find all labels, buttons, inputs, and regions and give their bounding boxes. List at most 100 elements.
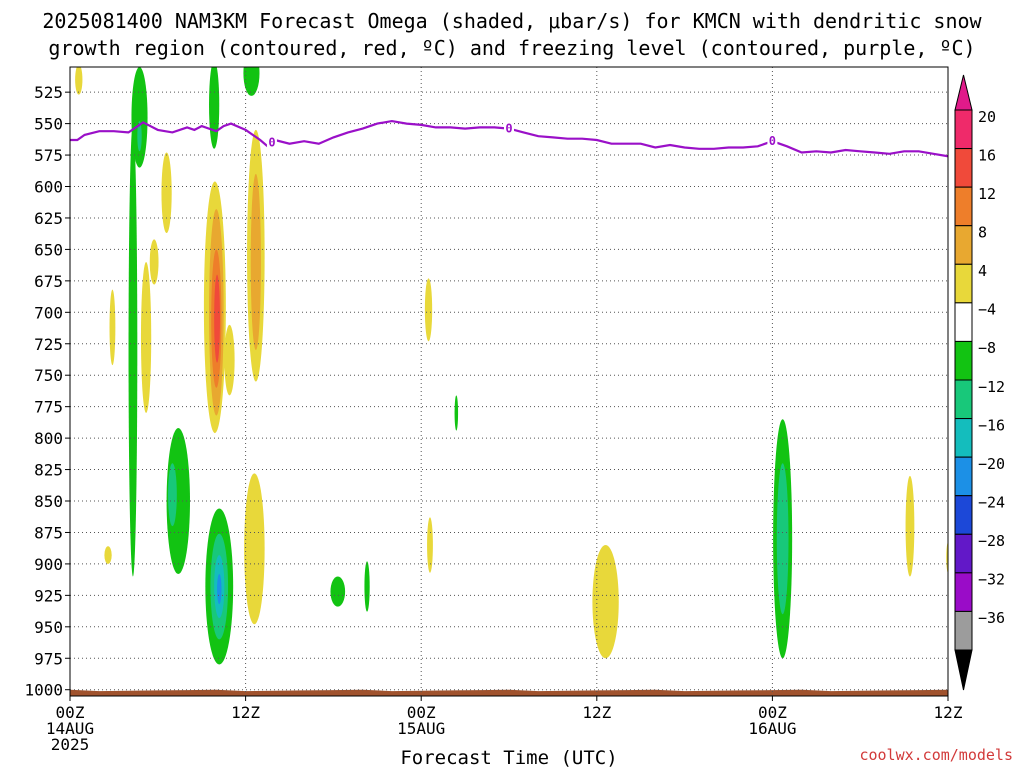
x-tick-label-24-0: 00Z xyxy=(407,703,436,722)
omega-shade-32 xyxy=(776,463,789,615)
colorbar-swatch-6 xyxy=(954,340,973,381)
colorbar-bottom-arrow xyxy=(954,649,973,691)
colorbar-swatch-4 xyxy=(954,263,973,304)
colorbar-label-2: 12 xyxy=(978,185,996,203)
colorbar-label-10: −24 xyxy=(978,494,1005,512)
omega-shade-10 xyxy=(168,463,177,527)
plot-background xyxy=(70,67,948,696)
colorbar-swatch-9 xyxy=(954,456,973,497)
colorbar-swatch-13 xyxy=(954,610,973,651)
omega-shade-22 xyxy=(250,173,261,351)
colorbar-label-5: −4 xyxy=(978,301,996,319)
omega-shade-3 xyxy=(128,123,138,577)
chart-title-line-1: 2025081400 NAM3KM Forecast Omega (shaded… xyxy=(42,9,982,33)
omega-shade-20 xyxy=(217,573,222,605)
x-tick-label-0-2: 2025 xyxy=(51,735,90,754)
y-tick-label-525: 525 xyxy=(34,83,63,102)
colorbar-label-13: −36 xyxy=(978,609,1005,627)
x-tick-label-48-0: 00Z xyxy=(758,703,787,722)
y-tick-label-925: 925 xyxy=(34,586,63,605)
plot-frame xyxy=(69,66,949,697)
y-tick-label-950: 950 xyxy=(34,618,63,637)
freezing-level-label-1: 0 xyxy=(505,122,512,136)
freezing-level-label-bg-0 xyxy=(266,135,277,150)
y-tick-label-850: 850 xyxy=(34,492,63,511)
x-tick-label-60-0: 12Z xyxy=(934,703,963,722)
colorbar-label-9: −20 xyxy=(978,455,1005,473)
y-tick-label-750: 750 xyxy=(34,366,63,385)
omega-shade-8 xyxy=(161,152,172,234)
omega-shade-25 xyxy=(330,576,346,607)
y-tick-label-800: 800 xyxy=(34,429,63,448)
omega-shade-29 xyxy=(454,395,459,431)
omega-shade-26 xyxy=(364,561,370,612)
y-tick-label-975: 975 xyxy=(34,649,63,668)
omega-shade-16 xyxy=(209,67,220,149)
colorbar-swatch-8 xyxy=(954,418,973,458)
y-tick-label-775: 775 xyxy=(34,398,63,417)
x-tick-label-48-1: 16AUG xyxy=(748,719,796,738)
colorbar-label-12: −32 xyxy=(978,571,1005,589)
plot-area: 0 0 0 xyxy=(69,66,949,697)
colorbar-label-7: −12 xyxy=(978,378,1005,396)
omega-shade-28 xyxy=(427,517,433,573)
colorbar-label-1: 16 xyxy=(978,146,996,164)
freezing-level-label-bg-2 xyxy=(767,134,778,149)
y-tick-label-600: 600 xyxy=(34,178,63,197)
ground-layer xyxy=(70,689,948,696)
colorbar-swatch-7 xyxy=(954,379,973,420)
omega-shade-30 xyxy=(592,545,619,659)
y-tick-label-900: 900 xyxy=(34,555,63,574)
freezing-level-label-0: 0 xyxy=(268,135,275,149)
y-tick-label-625: 625 xyxy=(34,209,63,228)
y-tick-label-700: 700 xyxy=(34,303,63,322)
y-tick-label-675: 675 xyxy=(34,272,63,291)
x-tick-label-24-1: 15AUG xyxy=(397,719,445,738)
colorbar-top-arrow xyxy=(954,74,973,111)
colorbar-label-4: 4 xyxy=(978,262,987,280)
y-tick-label-1000: 1000 xyxy=(24,681,63,700)
colorbar-label-8: −16 xyxy=(978,416,1005,434)
omega-shade-24 xyxy=(243,67,260,96)
omega-shade-1 xyxy=(109,289,116,366)
freezing-level-label-bg-1 xyxy=(504,121,514,136)
colorbar-swatch-0 xyxy=(954,109,973,150)
colorbar-label-3: 8 xyxy=(978,224,987,242)
grid-lines xyxy=(70,67,948,696)
colorbar-swatch-2 xyxy=(954,186,973,227)
y-tick-label-725: 725 xyxy=(34,335,63,354)
colorbar-swatch-12 xyxy=(954,572,973,612)
colorbar-swatch-1 xyxy=(954,148,973,188)
y-tick-label-825: 825 xyxy=(34,461,63,480)
colorbar-swatch-11 xyxy=(954,533,973,574)
colorbar-label-0: 20 xyxy=(978,108,996,126)
ground-surface xyxy=(70,689,948,696)
omega-shade-27 xyxy=(424,278,433,342)
y-axis-ticks: 525 550 575 600 625 650 675 700 725 750 775 800 825 8… xyxy=(24,83,70,700)
omega-shade-0 xyxy=(75,67,83,95)
x-tick-label-12-0: 12Z xyxy=(231,703,260,722)
x-tick-label-36-0: 12Z xyxy=(582,703,611,722)
omega-shading xyxy=(75,67,948,665)
colorbar-label-6: −8 xyxy=(978,339,996,357)
omega-shade-14 xyxy=(214,274,220,363)
colorbar-swatch-5 xyxy=(954,302,973,342)
omega-shade-33 xyxy=(905,475,915,577)
freezing-level-line xyxy=(70,119,948,158)
colorbar: 20 16 12 8 4 −4 −8 −12 −16 −20 −24 −28 −32 −36 xyxy=(954,74,1005,691)
x-tick-label-0-1: 14AUG xyxy=(46,719,94,738)
omega-shade-23 xyxy=(244,473,265,625)
colorbar-swatch-10 xyxy=(954,495,973,535)
omega-shade-2 xyxy=(104,546,112,564)
y-tick-label-550: 550 xyxy=(34,115,63,134)
x-axis-label: Forecast Time (UTC) xyxy=(400,747,617,768)
colorbar-swatch-3 xyxy=(954,225,973,265)
y-tick-label-575: 575 xyxy=(34,146,63,165)
omega-shade-6 xyxy=(140,261,152,413)
chart-title-line-2: growth region (contoured, red, ºC) and f… xyxy=(48,36,975,60)
x-tick-label-0-0: 00Z xyxy=(56,703,85,722)
omega-shade-15 xyxy=(224,324,235,396)
y-tick-label-875: 875 xyxy=(34,523,63,542)
